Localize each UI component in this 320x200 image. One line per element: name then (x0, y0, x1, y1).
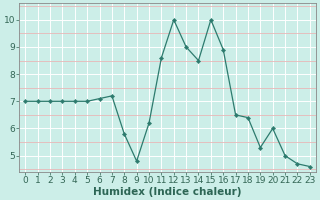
X-axis label: Humidex (Indice chaleur): Humidex (Indice chaleur) (93, 187, 242, 197)
